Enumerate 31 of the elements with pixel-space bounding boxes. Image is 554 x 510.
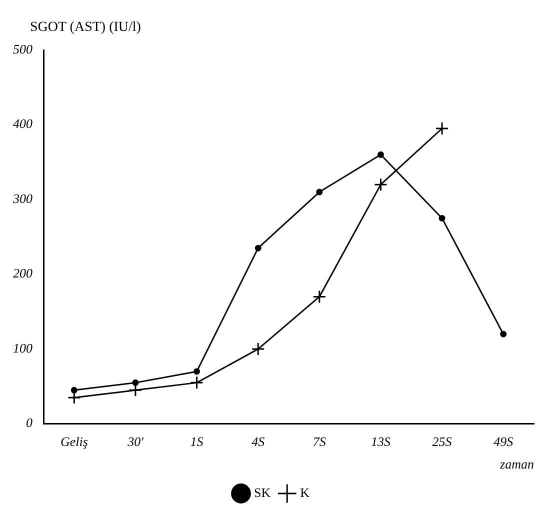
- x-tick-label: 1S: [190, 434, 204, 450]
- point: [374, 178, 388, 192]
- point: [190, 376, 204, 390]
- point: [316, 188, 323, 196]
- x-tick-label: 13S: [370, 434, 391, 450]
- point: [70, 386, 78, 394]
- x-tick-label: 7S: [312, 434, 326, 450]
- x-tick-label: 49S: [494, 434, 514, 450]
- x-tick-label: Geliş: [60, 434, 88, 450]
- legend-label: K: [300, 484, 310, 500]
- point: [132, 379, 139, 386]
- point: [254, 244, 262, 252]
- point: [194, 368, 200, 375]
- y-tick-label: 100: [13, 340, 33, 356]
- y-tick-label: 300: [12, 190, 33, 206]
- x-axis-title: zaman: [499, 456, 534, 472]
- point: [438, 214, 446, 222]
- x-tick-label: 30': [126, 434, 144, 450]
- y-tick-label: 200: [13, 266, 33, 281]
- point: [500, 330, 507, 338]
- legend-label: SK: [254, 484, 272, 500]
- y-tick-label: 500: [13, 41, 33, 56]
- x-tick-label: 25S: [432, 434, 452, 450]
- point: [377, 151, 384, 158]
- y-tick-label: 0: [26, 415, 33, 430]
- y-tick-label: 400: [13, 116, 33, 132]
- point: [312, 290, 326, 304]
- point: [435, 122, 449, 136]
- y-axis-title: SGOT (AST) (IU/l): [30, 20, 141, 36]
- x-tick-label: 4S: [252, 434, 266, 450]
- point: [251, 342, 265, 356]
